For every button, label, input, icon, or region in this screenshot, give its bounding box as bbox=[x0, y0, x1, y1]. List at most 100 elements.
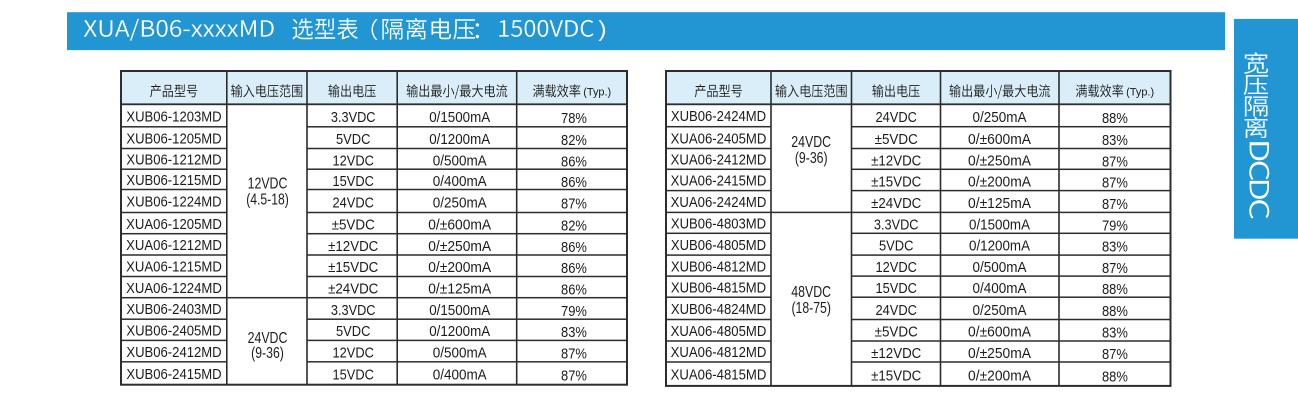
svg-text:88%: 88% bbox=[1102, 111, 1128, 127]
svg-text:0/1200mA: 0/1200mA bbox=[969, 239, 1030, 255]
svg-text:0/±125mA: 0/±125mA bbox=[428, 282, 491, 298]
svg-text:0/±250mA: 0/±250mA bbox=[428, 239, 491, 255]
svg-text:XUB06-4805MD: XUB06-4805MD bbox=[671, 238, 766, 254]
svg-text:24VDC: 24VDC bbox=[248, 330, 288, 347]
svg-text:XUB06-4815MD: XUB06-4815MD bbox=[671, 280, 766, 296]
svg-text:0/400mA: 0/400mA bbox=[433, 368, 487, 384]
svg-text:5VDC: 5VDC bbox=[879, 239, 913, 255]
svg-text:88%: 88% bbox=[1102, 282, 1128, 298]
svg-text:0/±125mA: 0/±125mA bbox=[968, 196, 1031, 212]
svg-text:87%: 87% bbox=[1102, 261, 1128, 277]
svg-text:0/±200mA: 0/±200mA bbox=[968, 174, 1031, 190]
svg-text:87%: 87% bbox=[1102, 154, 1128, 170]
svg-text:83%: 83% bbox=[1102, 326, 1128, 342]
svg-text:±5VDC: ±5VDC bbox=[875, 325, 918, 341]
svg-text:XUB06-4812MD: XUB06-4812MD bbox=[671, 259, 766, 275]
svg-text:24VDC: 24VDC bbox=[876, 303, 917, 319]
svg-text:79%: 79% bbox=[561, 304, 587, 320]
svg-text:XUB06-2405MD: XUB06-2405MD bbox=[126, 324, 221, 340]
svg-text:XUB06-2415MD: XUB06-2415MD bbox=[126, 367, 221, 383]
svg-text:0/250mA: 0/250mA bbox=[433, 195, 487, 211]
svg-text:0/±600mA: 0/±600mA bbox=[428, 218, 491, 234]
svg-text:15VDC: 15VDC bbox=[333, 368, 374, 384]
svg-text:(4.5-18): (4.5-18) bbox=[246, 191, 289, 208]
svg-text:0/1200mA: 0/1200mA bbox=[429, 132, 490, 148]
svg-text:XUA06-4815MD: XUA06-4815MD bbox=[671, 368, 767, 384]
svg-text:3.3VDC: 3.3VDC bbox=[331, 303, 376, 319]
svg-text:XUB06-4824MD: XUB06-4824MD bbox=[671, 302, 766, 318]
svg-text:(18-75): (18-75) bbox=[791, 300, 831, 317]
svg-text:(9-36): (9-36) bbox=[795, 150, 828, 167]
svg-text:0/1200mA: 0/1200mA bbox=[429, 324, 490, 340]
svg-text:±24VDC: ±24VDC bbox=[328, 282, 378, 298]
svg-text:±5VDC: ±5VDC bbox=[875, 132, 918, 148]
svg-text:87%: 87% bbox=[561, 347, 587, 363]
svg-text:0/1500mA: 0/1500mA bbox=[969, 217, 1030, 233]
svg-text:0/400mA: 0/400mA bbox=[433, 174, 487, 190]
svg-text:XUA06-2405MD: XUA06-2405MD bbox=[671, 131, 767, 147]
svg-text:3.3VDC: 3.3VDC bbox=[331, 110, 376, 126]
svg-text:0/±250mA: 0/±250mA bbox=[968, 346, 1031, 362]
svg-text:12VDC: 12VDC bbox=[248, 175, 288, 192]
svg-text:83%: 83% bbox=[1102, 240, 1128, 256]
svg-text:(Typ.): (Typ.) bbox=[583, 87, 611, 99]
svg-text:XUB06-4803MD: XUB06-4803MD bbox=[671, 217, 766, 233]
svg-text:79%: 79% bbox=[1102, 218, 1128, 234]
svg-text:12VDC: 12VDC bbox=[333, 153, 374, 169]
svg-text:87%: 87% bbox=[1102, 197, 1128, 213]
svg-text:±12VDC: ±12VDC bbox=[328, 239, 378, 255]
svg-text:±15VDC: ±15VDC bbox=[328, 260, 378, 276]
svg-text:±12VDC: ±12VDC bbox=[871, 153, 921, 169]
svg-text:3.3VDC: 3.3VDC bbox=[874, 217, 919, 233]
svg-text:86%: 86% bbox=[561, 154, 587, 170]
svg-text:0/±600mA: 0/±600mA bbox=[968, 325, 1031, 341]
svg-text:82%: 82% bbox=[561, 219, 587, 235]
svg-text:5VDC: 5VDC bbox=[336, 324, 370, 340]
svg-text:86%: 86% bbox=[561, 175, 587, 191]
svg-text:±5VDC: ±5VDC bbox=[332, 218, 375, 234]
svg-text:86%: 86% bbox=[561, 240, 587, 256]
svg-text:12VDC: 12VDC bbox=[876, 260, 917, 276]
svg-text:88%: 88% bbox=[1102, 304, 1128, 320]
svg-text:XUA06-2415MD: XUA06-2415MD bbox=[671, 174, 767, 190]
svg-text:(Typ.): (Typ.) bbox=[1126, 87, 1154, 99]
svg-text:XUA06-4805MD: XUA06-4805MD bbox=[671, 324, 767, 340]
svg-text:0/±200mA: 0/±200mA bbox=[968, 368, 1031, 384]
svg-text:XUB06-1215MD: XUB06-1215MD bbox=[126, 173, 221, 189]
svg-text:XUB06-1224MD: XUB06-1224MD bbox=[126, 195, 221, 211]
svg-text:87%: 87% bbox=[561, 196, 587, 212]
svg-text:XUA06-1205MD: XUA06-1205MD bbox=[126, 217, 222, 233]
svg-text:XUA06-1224MD: XUA06-1224MD bbox=[126, 281, 222, 297]
svg-text:0/1500mA: 0/1500mA bbox=[429, 303, 490, 319]
svg-text:XUB06-2403MD: XUB06-2403MD bbox=[126, 302, 221, 318]
svg-text:0/1500mA: 0/1500mA bbox=[429, 110, 490, 126]
svg-text:XUA06-1212MD: XUA06-1212MD bbox=[126, 238, 222, 254]
svg-text:XUA06-4812MD: XUA06-4812MD bbox=[671, 345, 767, 361]
svg-text:±15VDC: ±15VDC bbox=[871, 368, 921, 384]
svg-text:12VDC: 12VDC bbox=[333, 346, 374, 362]
svg-text:15VDC: 15VDC bbox=[876, 281, 917, 297]
svg-text:0/500mA: 0/500mA bbox=[433, 346, 487, 362]
svg-text:0/500mA: 0/500mA bbox=[433, 153, 487, 169]
svg-text:±12VDC: ±12VDC bbox=[871, 346, 921, 362]
svg-text:24VDC: 24VDC bbox=[876, 110, 917, 126]
svg-text:XUB06-1212MD: XUB06-1212MD bbox=[126, 153, 221, 169]
svg-text:XUA06-1215MD: XUA06-1215MD bbox=[126, 259, 222, 275]
svg-text:±15VDC: ±15VDC bbox=[871, 174, 921, 190]
svg-text:83%: 83% bbox=[561, 325, 587, 341]
svg-text:87%: 87% bbox=[1102, 347, 1128, 363]
svg-text:(9-36): (9-36) bbox=[251, 345, 284, 362]
svg-text:48VDC: 48VDC bbox=[791, 284, 831, 301]
svg-text:87%: 87% bbox=[561, 369, 587, 385]
svg-text:XUB06-1205MD: XUB06-1205MD bbox=[126, 131, 221, 147]
svg-text:XUA06-2424MD: XUA06-2424MD bbox=[671, 195, 767, 211]
svg-text:0/±200mA: 0/±200mA bbox=[428, 260, 491, 276]
svg-text:0/250mA: 0/250mA bbox=[973, 110, 1027, 126]
svg-text:15VDC: 15VDC bbox=[333, 174, 374, 190]
svg-text:86%: 86% bbox=[561, 283, 587, 299]
svg-text:XUB06-1203MD: XUB06-1203MD bbox=[126, 109, 221, 125]
svg-text:0/±250mA: 0/±250mA bbox=[968, 153, 1031, 169]
svg-text:XUA06-2412MD: XUA06-2412MD bbox=[671, 153, 767, 169]
svg-text:0/250mA: 0/250mA bbox=[973, 303, 1027, 319]
svg-text:88%: 88% bbox=[1102, 369, 1128, 385]
